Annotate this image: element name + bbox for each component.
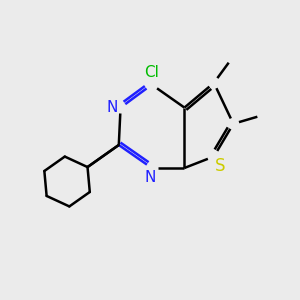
Text: N: N [106, 100, 118, 115]
Text: N: N [145, 170, 156, 185]
Text: S: S [214, 157, 225, 175]
Text: Cl: Cl [144, 65, 159, 80]
